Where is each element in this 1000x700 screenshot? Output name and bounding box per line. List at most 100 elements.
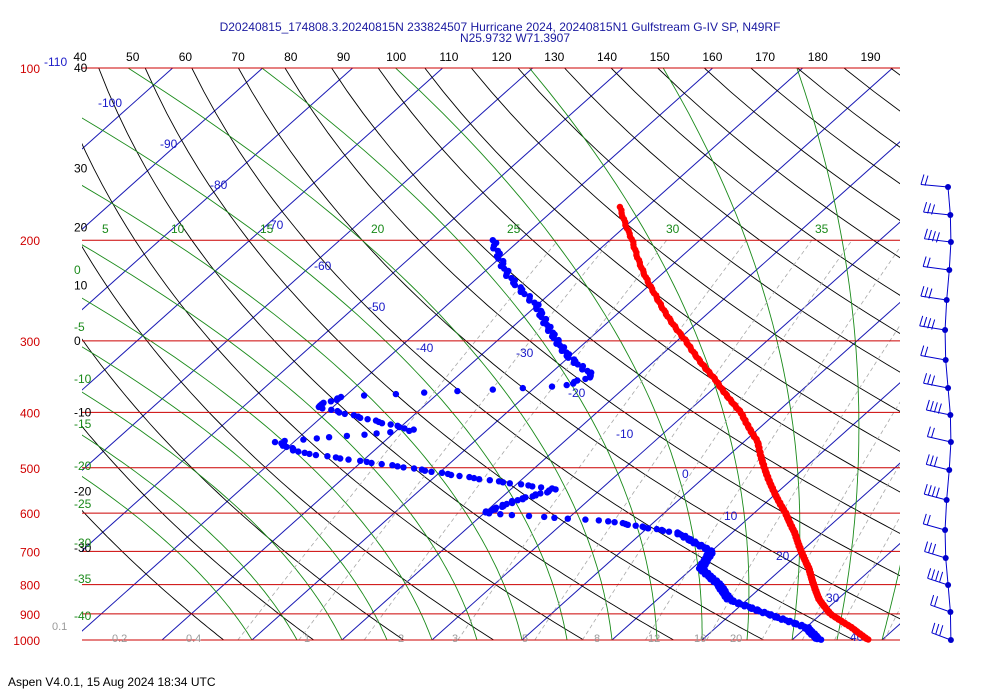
moist-adiabat [82,346,388,640]
dewpoint-point [392,390,400,398]
isotherm-label: -60 [314,259,332,273]
moist-adiabat [82,117,568,640]
dewpoint-point [485,510,493,517]
dry-adiabat [144,68,764,640]
dewpoint-point [565,354,572,361]
dewpoint-point [364,416,371,423]
dewpoint-point [519,496,526,503]
dewpoint-point [653,525,660,533]
wind-barb-flag [928,288,933,299]
mixing-ratio-line [582,239,853,640]
theta-e-label: -10 [74,372,92,386]
dewpoint-point [495,255,502,262]
wind-staff [946,469,950,501]
dewpoint-point [421,467,429,474]
pressure-tick-label: 300 [20,335,40,349]
top-scale-label: 170 [755,50,775,64]
dewpoint-point [475,476,483,483]
dry-adiabat [82,509,224,640]
left-scale-label: 10 [74,278,88,292]
isotherm-line [701,462,900,640]
isotherm-line [521,301,900,640]
dewpoint-point [563,381,570,389]
footer-version: Aspen V4.0.1, 15 Aug 2024 18:34 UTC [8,675,216,689]
dewpoint-point [509,499,516,507]
left-scale-label: -20 [74,484,92,498]
dewpoint-point [357,457,364,464]
top-scale-label: 180 [808,50,828,64]
moist-adiabat [395,68,703,640]
wind-barb-flag [931,204,936,215]
dewpoint-point [558,347,565,354]
wind-barb-flag [939,571,944,583]
dry-adiabat [703,68,900,221]
dewpoint-point [387,429,394,436]
mixing-ratio-label: 3 [452,633,458,645]
wind-barb-flag [927,229,932,241]
dry-adiabat [331,68,900,534]
dewpoint-point [289,447,297,454]
pressure-tick-label: 400 [20,406,40,420]
top-scale-label: 110 [439,50,458,64]
dewpoint-point [373,430,380,437]
dewpoint-point [300,436,307,443]
sounding-profiles [271,203,872,643]
dewpoint-point [785,618,792,626]
wind-barb-flag [920,174,925,185]
dry-adiabat [82,425,314,640]
wind-barb-flag [923,201,928,213]
dewpoint-point [550,335,557,342]
dewpoint-point [438,469,446,476]
dewpoint-point [552,486,559,493]
wind-barb-flag [931,231,936,242]
wind-barb-flag [931,375,936,386]
wind-staff [944,299,948,331]
isotherm-line [972,68,1000,640]
dewpoint-point [271,438,279,446]
isotherm-label: -30 [516,346,534,360]
wind-barb-shaft [930,604,951,613]
mixing-ratio-label: 1 [304,633,310,645]
wind-barb-flag [930,594,935,606]
wind-barb-flag [927,568,932,579]
dewpoint-point [526,297,533,304]
dewpoint-point [570,380,577,387]
wind-staff [948,241,952,271]
plot-area [82,67,1000,641]
dewpoint-point [325,434,333,441]
dewpoint-point [324,453,331,460]
dry-adiabat [517,68,900,373]
wind-barb-flag [919,315,924,327]
wind-barb-flag [926,426,931,437]
moist-adiabat-label: 35 [815,222,829,236]
top-scale-label: 70 [231,50,245,64]
dry-adiabat [98,68,674,640]
dewpoint-point [378,460,385,468]
theta-e-label: -20 [74,459,92,473]
wind-barb-shaft [924,493,947,501]
theta-e-label: -25 [74,497,92,511]
dewpoint-point [517,481,525,488]
wind-barb-flag [935,232,940,243]
moist-adiabat [796,68,860,640]
dewpoint-point [741,603,748,610]
dewpoint-point [389,462,396,469]
mixing-ratio-label: 0.1 [52,621,67,633]
isotherm-label: -10 [616,427,634,441]
isotherm-label: 30 [826,591,840,605]
dewpoint-point [368,459,375,467]
corner-isotherm-label: -110 [44,55,67,69]
mixing-ratio-line [706,324,900,640]
isotherm-line [611,382,900,640]
left-scale-label: 30 [74,162,88,176]
dewpoint-point [525,512,533,520]
dewpoint-point [341,410,348,418]
wind-barb-shaft [931,632,952,641]
wind-staff [945,359,949,389]
isotherm-label: 0 [682,467,689,481]
dewpoint-point [312,451,320,459]
dewpoint-point [519,384,526,392]
dewpoint-point [611,519,618,526]
dewpoint-point [387,421,394,428]
mixing-ratio-label: 0.2 [112,633,127,645]
